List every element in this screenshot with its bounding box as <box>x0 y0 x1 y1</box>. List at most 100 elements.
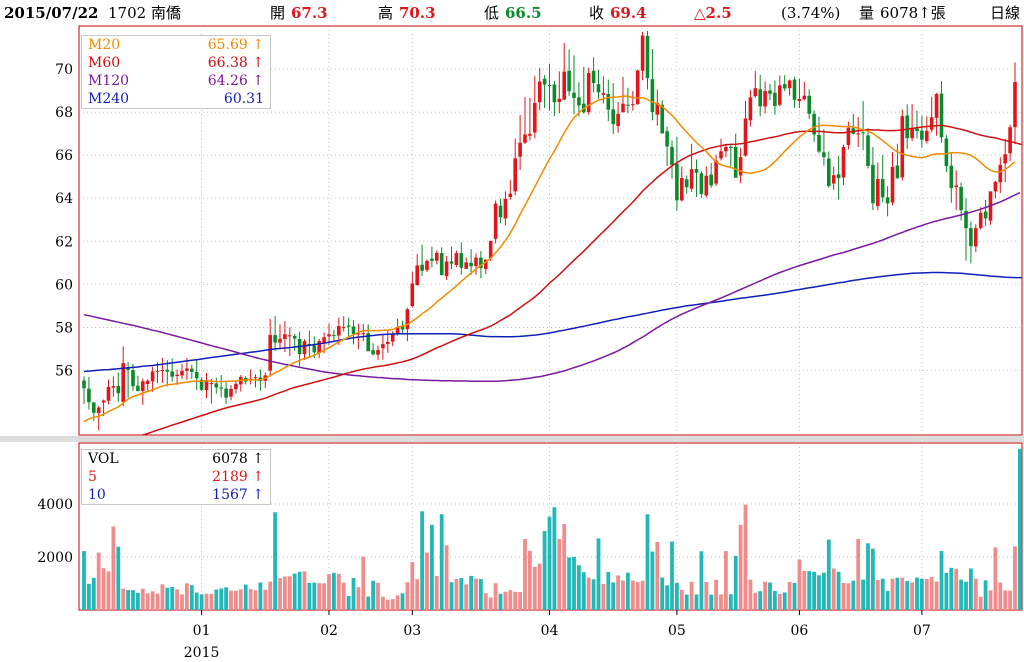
candle-body <box>621 103 625 113</box>
candle <box>209 379 214 404</box>
candle <box>204 372 209 399</box>
candle-body <box>420 264 424 271</box>
low-label: 低 <box>484 4 500 22</box>
price-tick-label: 60 <box>55 277 73 293</box>
candle-body <box>812 113 816 135</box>
candle-body <box>773 92 777 106</box>
candle <box>876 162 880 211</box>
candle-body <box>885 197 890 204</box>
volume-bar <box>307 582 312 610</box>
volume-bar <box>508 590 513 610</box>
volume-bar <box>101 568 106 610</box>
candle-body <box>807 95 811 114</box>
price-tick-label: 56 <box>55 363 73 379</box>
candle-body <box>733 146 738 178</box>
candle-body <box>332 334 336 336</box>
volume-bar <box>954 568 959 610</box>
candle-body <box>96 407 101 414</box>
volume-bar <box>189 585 194 610</box>
price-legend: M20 65.69 ↑ M60 66.38 ↑ M120 64.26 ↑ M24… <box>81 35 271 109</box>
candle <box>537 67 542 111</box>
candle-body <box>719 151 723 159</box>
volume-bar <box>861 579 865 610</box>
volume-bar <box>591 579 596 610</box>
candle-body <box>170 371 174 377</box>
candle-body <box>920 130 924 140</box>
candle <box>782 75 787 92</box>
candle-body <box>650 79 655 113</box>
ma60-line <box>140 124 1022 435</box>
candle-body <box>714 160 718 184</box>
volume-bar <box>503 591 508 610</box>
candle <box>748 89 753 127</box>
candle <box>684 175 689 194</box>
candle <box>253 374 258 388</box>
candle <box>577 82 581 117</box>
candle <box>934 92 939 136</box>
volume-bar <box>82 551 86 610</box>
candle-body <box>645 35 650 79</box>
volume-bar <box>1008 590 1012 610</box>
candle-body <box>954 185 958 188</box>
quote-date: 2015/07/22 <box>4 4 99 22</box>
volume-bar <box>787 581 792 610</box>
candle <box>219 374 223 398</box>
volume-bar <box>782 592 787 610</box>
candle <box>797 78 802 109</box>
candle-body <box>724 146 728 152</box>
candle <box>454 250 459 268</box>
candle-body <box>709 174 713 186</box>
volume-bar <box>283 576 287 610</box>
candle <box>136 375 140 392</box>
candle <box>111 376 116 397</box>
candle <box>856 117 860 148</box>
candle <box>449 246 454 270</box>
volume-bar <box>738 524 743 610</box>
volume-bar <box>243 584 248 610</box>
volume-bar <box>915 577 919 610</box>
volume-bar <box>934 581 939 610</box>
candle-body <box>871 164 875 204</box>
high-label: 高 <box>378 4 394 22</box>
candle-body <box>341 327 346 329</box>
price-tick-label: 66 <box>55 148 73 164</box>
candle-body <box>983 211 988 219</box>
candle <box>415 253 419 286</box>
candle <box>694 159 699 197</box>
candle-body <box>537 81 542 103</box>
candle-body <box>459 253 464 268</box>
volume-bar <box>866 543 870 610</box>
volume-bar <box>111 526 116 610</box>
candle <box>552 80 557 116</box>
candle-body <box>415 265 419 285</box>
candle-body <box>229 388 233 397</box>
legend-ma240-name: M240 <box>88 91 130 107</box>
candle <box>371 343 375 356</box>
price-tick-label: 64 <box>55 191 73 207</box>
candle-body <box>219 387 223 389</box>
candle <box>528 97 532 141</box>
legend-ma20-arrow: ↑ <box>252 37 264 53</box>
candle-body <box>400 326 405 330</box>
volume-bar <box>998 582 1003 610</box>
candle-body <box>964 210 968 229</box>
candle <box>557 71 562 114</box>
candle-body <box>905 115 909 139</box>
volume-bar <box>229 590 233 610</box>
candle-body <box>327 334 331 337</box>
candle-body <box>498 205 503 218</box>
candle <box>87 376 91 410</box>
candle <box>670 140 674 179</box>
volume-bar <box>650 551 655 610</box>
candle-body <box>533 103 537 133</box>
candle <box>988 191 993 225</box>
volume-bar <box>459 578 464 610</box>
candle <box>141 378 145 405</box>
candle <box>503 191 508 226</box>
candle <box>273 315 277 352</box>
candle-body <box>302 341 307 355</box>
volume-bar <box>395 595 400 610</box>
volume-bar <box>910 582 914 610</box>
volume-bar <box>542 531 547 610</box>
volume-bar <box>258 582 263 610</box>
